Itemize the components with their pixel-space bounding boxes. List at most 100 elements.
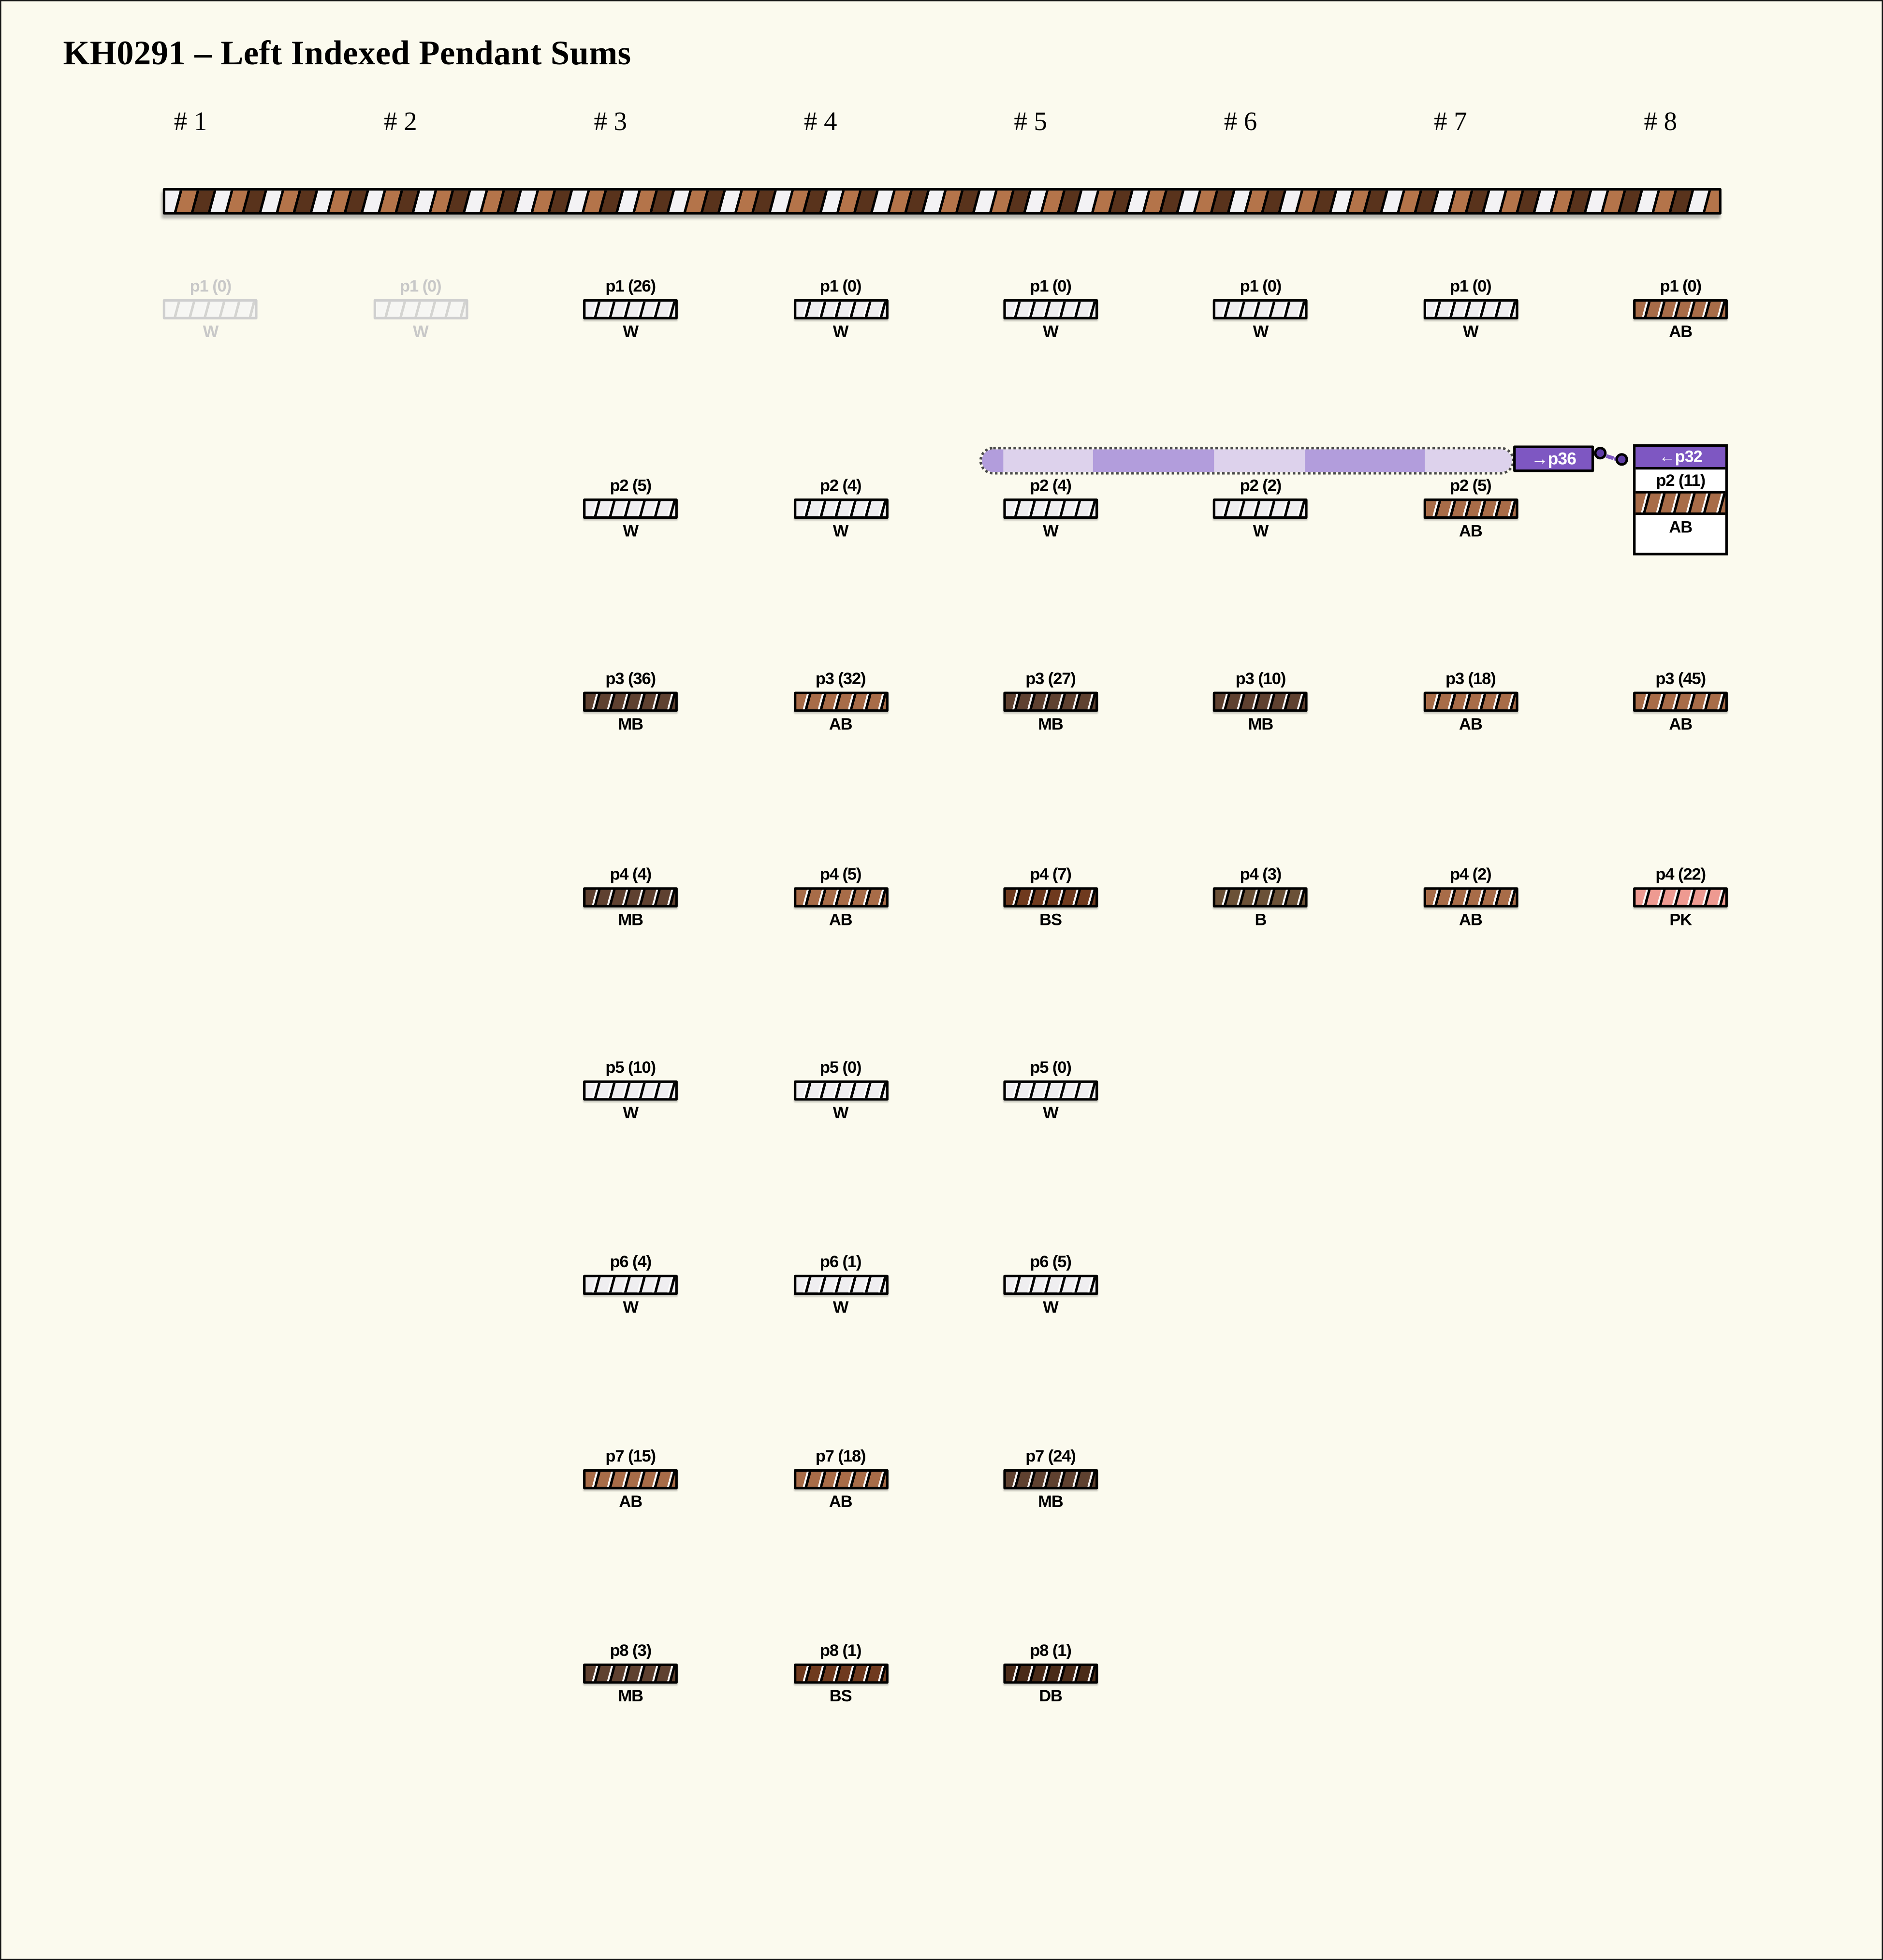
- highlight-band-segment: [1425, 449, 1512, 472]
- pendant-color-code: W: [1253, 322, 1269, 341]
- pendant-cell[interactable]: p1 (0) W: [1003, 277, 1098, 342]
- pendant-color-code: W: [832, 1103, 849, 1122]
- pendant-value-label: p5 (0): [819, 1057, 862, 1077]
- pendant-value-label: p2 (4): [1030, 476, 1072, 495]
- pendant-bar: [1213, 887, 1308, 908]
- pendant-cell[interactable]: p4 (7) BS: [1003, 864, 1098, 930]
- pendant-cell[interactable]: p3 (32) AB: [793, 669, 888, 735]
- pendant-cell[interactable]: p1 (0) W: [1423, 277, 1518, 342]
- pendant-cell[interactable]: p3 (45) AB: [1633, 669, 1728, 735]
- primary-cord[interactable]: [162, 188, 1722, 215]
- pendant-value-label: p1 (0): [1660, 276, 1702, 295]
- pendant-color-code: MB: [1038, 714, 1064, 733]
- pendant-color-code: PK: [1669, 910, 1692, 929]
- pendant-cell[interactable]: p7 (24) MB: [1003, 1447, 1098, 1512]
- pendant-cell[interactable]: p6 (5) W: [1003, 1252, 1098, 1318]
- pendant-cell[interactable]: p1 (0) W: [373, 277, 468, 342]
- pendant-value-label: p8 (3): [610, 1640, 652, 1660]
- pendant-color-code: MB: [618, 1686, 644, 1705]
- pendant-cell[interactable]: p5 (0) W: [793, 1058, 888, 1124]
- pendant-value-label: p1 (0): [190, 276, 232, 295]
- pendant-cell[interactable]: p8 (1) DB: [1003, 1641, 1098, 1707]
- pendant-cell[interactable]: p6 (4) W: [583, 1252, 678, 1318]
- pendant-cell[interactable]: p7 (18) AB: [793, 1447, 888, 1512]
- pendant-color-code: MB: [618, 714, 644, 733]
- pendant-cell[interactable]: p4 (2) AB: [1423, 864, 1518, 930]
- pendant-value-label: p5 (10): [605, 1057, 656, 1077]
- pendant-cell[interactable]: p1 (0) W: [793, 277, 888, 342]
- pendant-bar: [1633, 299, 1728, 320]
- pendant-color-code: AB: [829, 1492, 853, 1511]
- pendant-value-label: p4 (3): [1240, 864, 1282, 884]
- pendant-value-label: p1 (0): [400, 276, 442, 295]
- pendant-bar: [583, 887, 678, 908]
- pendant-cell[interactable]: p5 (10) W: [583, 1058, 678, 1124]
- pendant-bar: [1213, 299, 1308, 320]
- column-header-6: # 6: [1224, 106, 1257, 136]
- pendant-cell[interactable]: p4 (22) PK: [1633, 864, 1728, 930]
- pendant-cell[interactable]: p2 (5) W: [583, 476, 678, 541]
- pendant-color-code: MB: [1248, 714, 1274, 733]
- column-header-4: # 4: [803, 106, 837, 136]
- pendant-color-code: BS: [1039, 910, 1062, 929]
- pendant-value-label: p3 (45): [1655, 669, 1706, 688]
- pendant-color-code: W: [623, 322, 639, 341]
- pendant-cell[interactable]: p1 (26) W: [583, 277, 678, 342]
- pendant-color-code: W: [413, 322, 429, 341]
- pendant-value-label: p1 (26): [605, 276, 656, 295]
- pendant-color-code: AB: [1669, 714, 1693, 733]
- pendant-bar: [793, 887, 888, 908]
- return-cord-tag[interactable]: ←p32: [1635, 447, 1725, 470]
- pendant-cell[interactable]: p4 (4) MB: [583, 864, 678, 930]
- pendant-value-label: p6 (4): [610, 1252, 652, 1271]
- pendant-cell[interactable]: p3 (18) AB: [1423, 669, 1518, 735]
- pendant-cell[interactable]: p5 (0) W: [1003, 1058, 1098, 1124]
- pendant-color-code: W: [1043, 521, 1059, 541]
- pendant-cell[interactable]: p3 (10) MB: [1213, 669, 1308, 735]
- pendant-cell[interactable]: p3 (36) MB: [583, 669, 678, 735]
- pendant-value-label: p4 (5): [819, 864, 862, 884]
- pendant-color-code: AB: [1459, 714, 1483, 733]
- pendant-cell[interactable]: p2 (2) W: [1213, 476, 1308, 541]
- pendant-value-label: p7 (15): [605, 1446, 656, 1465]
- pendant-cell[interactable]: p2 (4) W: [1003, 476, 1098, 541]
- pendant-color-code: W: [832, 1297, 849, 1316]
- pendant-color-code: DB: [1039, 1686, 1063, 1705]
- pendant-cell-selected[interactable]: ←p32 p2 (11) AB: [1633, 444, 1728, 556]
- column-header-7: # 7: [1434, 106, 1467, 136]
- pendant-value-label: p7 (24): [1025, 1446, 1076, 1465]
- column-header-3: # 3: [594, 106, 628, 136]
- cord-jump-tag-forward[interactable]: →p36: [1513, 445, 1594, 472]
- pendant-bar: [1003, 887, 1098, 908]
- pendant-cell[interactable]: p4 (5) AB: [793, 864, 888, 930]
- pendant-cell[interactable]: p3 (27) MB: [1003, 669, 1098, 735]
- pendant-value-label: p2 (4): [819, 476, 862, 495]
- highlight-band: [979, 447, 1515, 475]
- pendant-value-label: p6 (1): [819, 1252, 862, 1271]
- pendant-cell[interactable]: p1 (0) W: [163, 277, 258, 342]
- pendant-value-label: p1 (0): [1240, 276, 1282, 295]
- pendant-color-code: W: [623, 1103, 639, 1122]
- pendant-cell[interactable]: p2 (5) AB: [1423, 476, 1518, 541]
- pendant-bar: [1003, 498, 1098, 519]
- pendant-cell[interactable]: p8 (1) BS: [793, 1641, 888, 1707]
- pendant-cell[interactable]: p8 (3) MB: [583, 1641, 678, 1707]
- pendant-cell[interactable]: p2 (4) W: [793, 476, 888, 541]
- pendant-color-code: AB: [1669, 322, 1693, 341]
- pendant-bar: [1423, 299, 1518, 320]
- pendant-bar: [1003, 1274, 1098, 1295]
- pendant-cell[interactable]: p4 (3) B: [1213, 864, 1308, 930]
- pendant-value-label: p4 (2): [1450, 864, 1492, 884]
- pendant-bar: [1213, 498, 1308, 519]
- pendant-cell[interactable]: p7 (15) AB: [583, 1447, 678, 1512]
- pendant-cell[interactable]: p6 (1) W: [793, 1252, 888, 1318]
- pendant-color-code: W: [1463, 322, 1479, 341]
- pendant-color-code: W: [203, 322, 219, 341]
- pendant-value-label: p1 (0): [1030, 276, 1072, 295]
- pendant-color-code: W: [623, 1297, 639, 1316]
- pendant-bar: [373, 299, 468, 320]
- pendant-cell[interactable]: p1 (0) W: [1213, 277, 1308, 342]
- pendant-bar: [793, 498, 888, 519]
- pendant-cell[interactable]: p1 (0) AB: [1633, 277, 1728, 342]
